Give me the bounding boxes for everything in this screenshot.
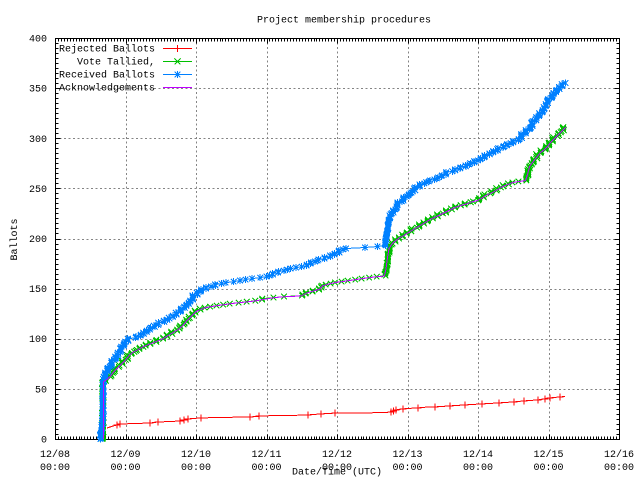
svg-text:350: 350 [29,85,47,96]
svg-text:Project membership procedures: Project membership procedures [257,15,431,27]
svg-text:12/14: 12/14 [463,449,493,461]
svg-text:50: 50 [35,385,47,396]
svg-text:100: 100 [29,335,47,346]
svg-text:12/13: 12/13 [392,449,422,461]
svg-text:12/11: 12/11 [251,449,281,461]
svg-text:00:00: 00:00 [181,463,211,474]
svg-text:12/09: 12/09 [110,449,140,461]
svg-text:12/16: 12/16 [604,449,634,461]
svg-text:00:00: 00:00 [604,463,634,474]
svg-text:00:00: 00:00 [392,463,422,474]
svg-text:Received Ballots: Received Ballots [59,70,155,82]
svg-text:0: 0 [41,436,47,447]
svg-text:200: 200 [29,235,47,246]
svg-text:150: 150 [29,285,47,296]
svg-text:Ballots: Ballots [9,218,21,260]
svg-text:00:00: 00:00 [251,463,281,474]
svg-text:Rejected Ballots: Rejected Ballots [59,44,155,56]
svg-text:00:00: 00:00 [533,463,563,474]
svg-text:00:00: 00:00 [40,463,70,474]
svg-text:12/08: 12/08 [40,449,70,461]
svg-text:00:00: 00:00 [110,463,140,474]
svg-text:Acknowledgements: Acknowledgements [59,83,155,95]
svg-text:Date/Time (UTC): Date/Time (UTC) [292,467,382,479]
svg-text:400: 400 [29,35,47,46]
svg-text:00:00: 00:00 [463,463,493,474]
svg-text:300: 300 [29,135,47,146]
svg-text:00:00: 00:00 [322,463,352,474]
svg-text:12/15: 12/15 [533,449,563,461]
svg-text:12/10: 12/10 [181,449,211,461]
svg-text:250: 250 [29,185,47,196]
svg-text:12/12: 12/12 [322,449,352,461]
svg-text:Vote Tallied,: Vote Tallied, [77,57,155,69]
